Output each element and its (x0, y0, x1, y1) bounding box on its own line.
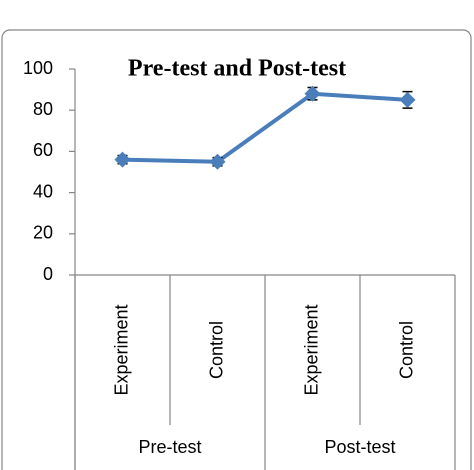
group-label: Post-test (324, 437, 395, 457)
chart-title: Pre-test and Post-test (128, 56, 346, 82)
x-tick-label: Experiment (111, 304, 131, 395)
point (209, 153, 226, 170)
y-tick-label: 100 (23, 58, 53, 78)
x-tick-label: Control (206, 321, 226, 379)
x-tick-label: Control (396, 321, 416, 379)
y-tick-label: 60 (33, 140, 53, 160)
chart-frame (1, 29, 472, 470)
point (399, 91, 416, 108)
x-tick-label: Experiment (301, 304, 321, 395)
y-tick-label: 0 (43, 264, 53, 284)
line (122, 91, 408, 164)
y-tick-label: 20 (33, 223, 53, 243)
point (304, 85, 321, 102)
y-tick-label: 80 (33, 99, 53, 119)
group-label: Pre-test (138, 437, 201, 457)
point (114, 151, 131, 168)
y-tick-label: 40 (33, 181, 53, 201)
